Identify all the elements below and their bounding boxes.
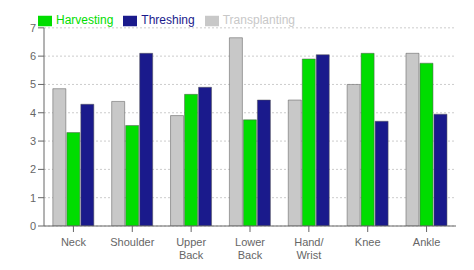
html-text:Threshing: Threshing <box>141 13 195 27</box>
svg-text:6: 6 <box>30 50 36 62</box>
svg-text:Hand/Wrist: Hand/Wrist <box>294 236 324 261</box>
svg-text:2: 2 <box>30 163 36 175</box>
svg-text:3: 3 <box>30 135 36 147</box>
svg-text:Ankle: Ankle <box>413 236 441 248</box>
svg-text:LowerBack: LowerBack <box>235 236 265 261</box>
svg-text:0: 0 <box>30 220 36 232</box>
html-text:Harvesting: Harvesting <box>56 13 114 27</box>
svg-text:7: 7 <box>30 22 36 34</box>
svg-text:5: 5 <box>30 78 36 90</box>
html-text:Transplanting: Transplanting <box>222 13 295 27</box>
svg-text:UpperBack: UpperBack <box>176 236 206 261</box>
svg-text:Shoulder: Shoulder <box>110 236 154 248</box>
svg-text:Neck: Neck <box>61 236 87 248</box>
svg-text:4: 4 <box>30 107 36 119</box>
svg-text:1: 1 <box>30 192 36 204</box>
svg-text:Knee: Knee <box>355 236 381 248</box>
